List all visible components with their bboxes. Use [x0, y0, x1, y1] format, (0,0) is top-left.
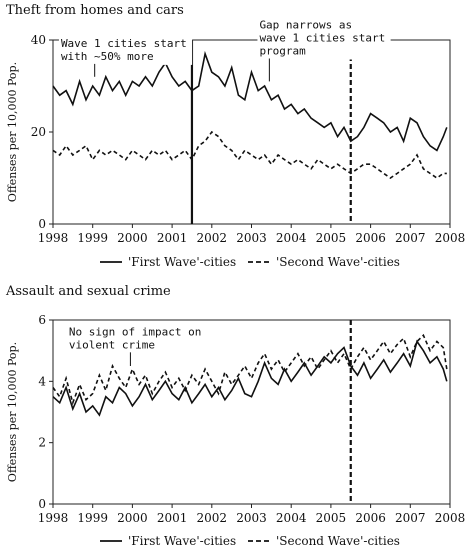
bottom-x-tick-label: 1999: [77, 511, 108, 525]
bottom-x-tick-label: 2005: [316, 511, 347, 525]
bottom-annotation-text: No sign of impact on: [69, 325, 201, 338]
bottom-x-tick-label: 2001: [157, 511, 188, 525]
bottom-x-tick-label: 2002: [197, 511, 228, 525]
bottom-y-tick-label: 0: [38, 497, 46, 511]
top-x-tick-label: 1998: [38, 231, 69, 245]
top-x-tick-label: 1999: [77, 231, 108, 245]
top-series-second-wave: [52, 130, 447, 179]
top-legend: 'First Wave'-cities 'Second Wave'-cities: [100, 255, 400, 269]
top-x-tick-label: 2006: [355, 231, 386, 245]
bottom-x-tick-label: 2008: [435, 511, 466, 525]
top-annotation-text: wave 1 cities start: [259, 32, 385, 45]
bottom-series-first-wave: [52, 339, 448, 417]
bottom-legend: 'First Wave'-cities 'Second Wave'-cities: [100, 534, 400, 548]
bottom-x-tick-label: 2000: [117, 511, 148, 525]
bottom-x-tick-label: 2003: [236, 511, 267, 525]
top-x-tick-label: 2008: [435, 231, 466, 245]
top-annotation-text: program: [259, 45, 306, 58]
top-x-tick-label: 2003: [236, 231, 267, 245]
bottom-y-axis-label: Offenses per 10,000 Pop.: [6, 342, 19, 482]
top-x-tick-label: 2002: [197, 231, 228, 245]
bottom-annotation-background: [66, 324, 207, 354]
top-annotation-text: Gap narrows as: [259, 19, 352, 32]
legend-label-second-wave: 'Second Wave'-cities: [276, 255, 400, 269]
top-annotation-text: with ~50% more: [61, 50, 154, 63]
legend-label-second-wave: 'Second Wave'-cities: [276, 534, 400, 548]
bottom-y-tick-label: 2: [38, 436, 46, 450]
bottom-chart-title: Assault and sexual crime: [5, 284, 171, 299]
bottom-x-tick-label: 2007: [395, 511, 426, 525]
top-series-first-wave: [52, 50, 448, 152]
legend-label-first-wave: 'First Wave'-cities: [128, 534, 236, 548]
top-x-tick-label: 2007: [395, 231, 426, 245]
bottom-x-tick-label: 1998: [38, 511, 69, 525]
bottom-y-tick-label: 6: [38, 313, 46, 327]
top-x-tick-label: 2001: [157, 231, 188, 245]
bottom-y-tick-label: 4: [38, 374, 46, 388]
bottom-annotation-text: violent crime: [69, 338, 155, 351]
top-x-tick-label: 2005: [316, 231, 347, 245]
top-annotation-background: [257, 17, 391, 60]
top-annotation-background: [58, 35, 193, 65]
legend-label-first-wave: 'First Wave'-cities: [128, 255, 236, 269]
bottom-x-tick-label: 2004: [276, 511, 307, 525]
bottom-series-second-wave: [52, 333, 448, 406]
top-y-axis-label: Offenses per 10,000 Pop.: [6, 62, 19, 202]
top-y-tick-label: 20: [31, 125, 46, 139]
bottom-x-tick-label: 2006: [355, 511, 386, 525]
top-y-tick-label: 40: [31, 33, 46, 47]
top-x-tick-label: 2000: [117, 231, 148, 245]
top-y-tick-label: 0: [38, 217, 46, 231]
top-chart-title: Theft from homes and cars: [6, 3, 184, 18]
top-x-tick-label: 2004: [276, 231, 307, 245]
bottom-panel: Assault and sexual crime 1998 1999 2000 2001…: [5, 284, 465, 548]
top-annotation-text: Wave 1 cities start: [61, 37, 187, 50]
